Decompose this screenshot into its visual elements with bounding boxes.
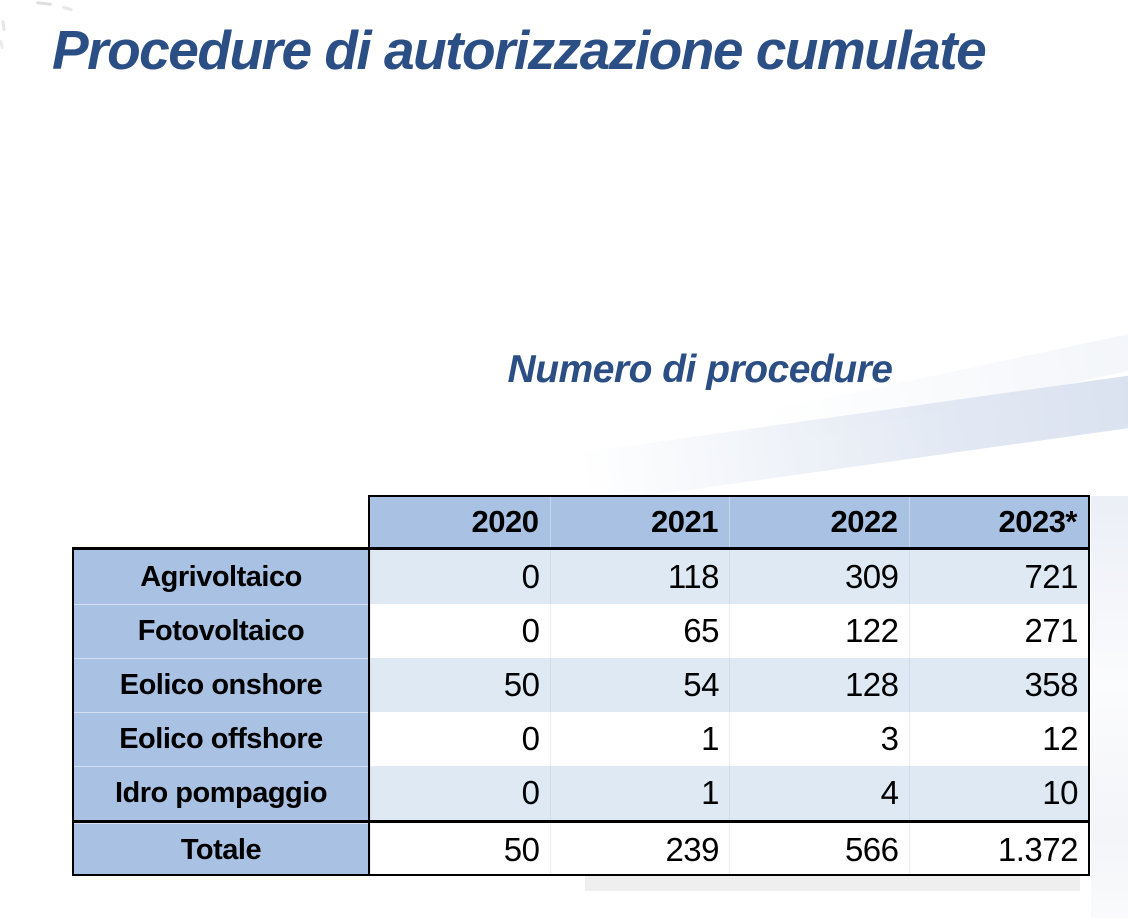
- row-label: Agrivoltaico: [74, 550, 370, 604]
- value-cell: 118: [549, 550, 729, 604]
- value-cell: 566: [729, 820, 909, 874]
- corner-mark-icon: [61, 5, 74, 12]
- value-cell: 50: [370, 820, 550, 874]
- value-cell: 4: [729, 766, 909, 820]
- value-cell: 721: [908, 550, 1088, 604]
- corner-mark-icon: [35, 1, 53, 6]
- value-cell: 50: [370, 658, 550, 712]
- row-label: Idro pompaggio: [74, 766, 370, 820]
- value-cell: 0: [370, 712, 550, 766]
- row-label: Fotovoltaico: [74, 604, 370, 658]
- table-body: Agrivoltaico 0 118 309 721 Fotovoltaico …: [72, 547, 1090, 876]
- value-cell: 65: [549, 604, 729, 658]
- value-cell: 358: [908, 658, 1088, 712]
- row-label: Totale: [74, 820, 370, 874]
- value-cell: 12: [908, 712, 1088, 766]
- value-cell: 309: [729, 550, 909, 604]
- value-cell: 0: [370, 604, 550, 658]
- table-header-row: 2020 2021 2022 2023*: [368, 495, 1090, 549]
- value-cell: 10: [908, 766, 1088, 820]
- value-cell: 0: [370, 766, 550, 820]
- value-cell: 1: [549, 712, 729, 766]
- corner-mark-icon: [0, 39, 5, 50]
- year-header: 2023*: [909, 497, 1089, 547]
- table-subtitle: Numero di procedure: [507, 348, 893, 391]
- value-cell: 3: [729, 712, 909, 766]
- value-cell: 239: [549, 820, 729, 874]
- value-cell: 1.372: [908, 820, 1088, 874]
- year-header: 2022: [729, 497, 909, 547]
- row-label: Eolico onshore: [74, 658, 370, 712]
- page-title: Procedure di autorizzazione cumulate: [52, 19, 987, 81]
- value-cell: 122: [729, 604, 909, 658]
- year-header: 2020: [471, 504, 539, 539]
- value-cell: 1: [549, 766, 729, 820]
- background-artifact: [585, 876, 1080, 891]
- year-header: 2021: [550, 497, 730, 547]
- value-cell: 128: [729, 658, 909, 712]
- value-cell: 271: [908, 604, 1088, 658]
- row-label: Eolico offshore: [74, 712, 370, 766]
- value-cell: 0: [370, 550, 550, 604]
- background-fade: [1091, 496, 1128, 918]
- corner-mark-icon: [1, 19, 6, 32]
- value-cell: 54: [549, 658, 729, 712]
